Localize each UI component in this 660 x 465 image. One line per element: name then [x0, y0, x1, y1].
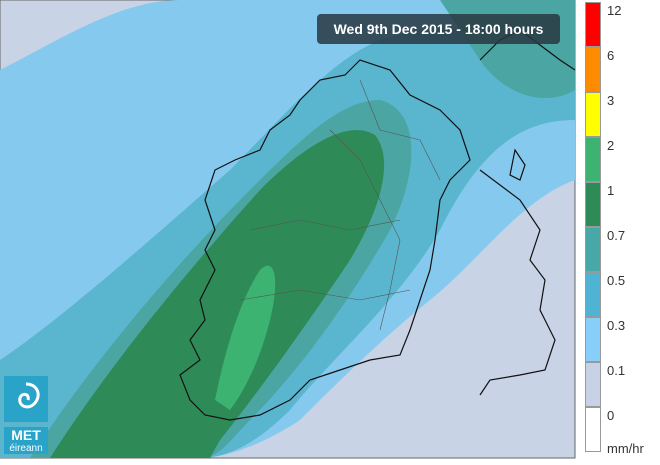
legend-label: 6 — [607, 48, 615, 63]
legend-swatch — [585, 272, 601, 317]
legend-swatch — [585, 47, 601, 92]
logo-subtext: éireann — [4, 443, 48, 454]
legend-label: 12 — [607, 3, 622, 18]
legend-label: 3 — [607, 93, 615, 108]
legend-swatch — [585, 317, 601, 362]
legend: 12 6 3 2 1 0.7 0.5 0.3 0.1 0 mm/hr — [583, 0, 660, 465]
legend-label: 0.5 — [607, 273, 626, 288]
legend-swatch — [585, 2, 601, 47]
legend-label: 0 — [607, 408, 615, 423]
map — [0, 0, 576, 459]
legend-swatch — [585, 407, 601, 452]
legend-label: 0.1 — [607, 363, 626, 378]
legend-unit: mm/hr — [607, 441, 644, 456]
legend-label: 2 — [607, 138, 615, 153]
logo: MET éireann — [4, 376, 48, 454]
legend-swatch — [585, 137, 601, 182]
legend-label: 0.3 — [607, 318, 626, 333]
logo-icon — [4, 376, 48, 422]
legend-label: 1 — [607, 183, 615, 198]
timestamp: Wed 9th Dec 2015 - 18:00 hours — [317, 14, 560, 44]
logo-text: MET — [4, 427, 48, 443]
legend-label: 0.7 — [607, 228, 626, 243]
legend-swatch — [585, 227, 601, 272]
legend-swatch — [585, 362, 601, 407]
legend-swatch — [585, 92, 601, 137]
legend-swatch — [585, 182, 601, 227]
